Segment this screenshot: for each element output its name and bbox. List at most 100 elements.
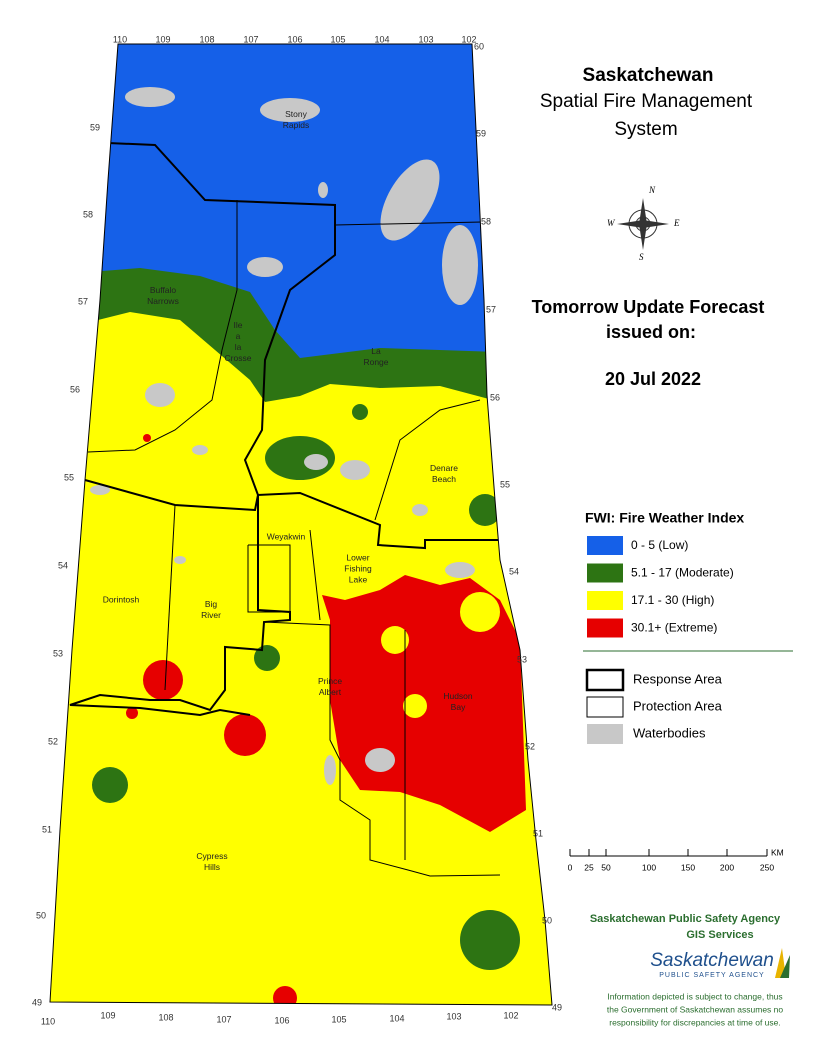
legend-label: 5.1 - 17 (Moderate) (631, 566, 734, 580)
latitude-label: 59 (90, 122, 100, 132)
scale-label: 50 (601, 862, 611, 872)
place-label: Prince (318, 676, 342, 686)
agency-unit: GIS Services (686, 929, 753, 941)
place-label: Denare (430, 463, 458, 473)
longitude-label: 107 (243, 34, 258, 44)
place-label: Beach (432, 474, 456, 484)
latitude-label: 49 (552, 1002, 562, 1012)
longitude-label: 109 (100, 1010, 115, 1020)
legend-label: Protection Area (633, 698, 723, 713)
longitude-label: 108 (199, 34, 214, 44)
place-label: a (236, 331, 241, 341)
longitude-label: 109 (155, 34, 170, 44)
legend-label: 17.1 - 30 (High) (631, 593, 714, 607)
forecast-heading: Tomorrow Update Forecast (532, 297, 765, 317)
logo-text: Saskatchewan (650, 950, 774, 971)
latitude-label: 56 (490, 392, 500, 402)
place-label: la (235, 342, 242, 352)
place-label: Lake (349, 574, 368, 584)
latitude-label: 60 (474, 41, 484, 51)
place-label: River (201, 610, 221, 620)
logo: Saskatchewan PUBLIC SAFETY AGENCY (650, 948, 790, 979)
scale-label: 25 (584, 862, 594, 872)
disclaimer-line: responsibility for discrepancies at time… (609, 1017, 781, 1027)
latitude-label: 51 (533, 828, 543, 838)
scale-label: 250 (760, 862, 774, 872)
place-label: Ile (234, 320, 243, 330)
place-label: Big (205, 599, 218, 609)
longitude-label: 106 (287, 34, 302, 44)
legend-label: 30.1+ (Extreme) (631, 621, 717, 635)
compass: N E S W (607, 185, 680, 262)
longitude-label: 104 (374, 34, 389, 44)
disclaimer-line: the Government of Saskatchewan assumes n… (607, 1004, 784, 1014)
title-line: Spatial Fire Management (540, 91, 753, 112)
longitude-label: 105 (330, 34, 345, 44)
legend-label: Waterbodies (633, 725, 706, 740)
longitude-label: 102 (461, 34, 476, 44)
area-legend: Response Area Protection Area Waterbodie… (585, 668, 723, 744)
place-label: Fishing (344, 563, 372, 573)
place-label: Narrows (147, 296, 179, 306)
province-border (49, 43, 553, 1006)
longitude-label: 107 (216, 1014, 231, 1024)
latitude-label: 53 (53, 648, 63, 658)
graticule-labels: 110 109 108 107 106 105 104 103 102 110 109 108 107 1… (32, 34, 562, 1026)
legend-label: 0 - 5 (Low) (631, 538, 688, 552)
agency: Saskatchewan Public Safety Agency GIS Se… (590, 913, 781, 941)
longitude-label: 110 (41, 1016, 55, 1026)
legend-swatch (587, 591, 623, 610)
place-label: Stony (285, 109, 307, 119)
longitude-label: 103 (418, 34, 433, 44)
longitude-label: 108 (158, 1012, 173, 1022)
compass-e: E (673, 218, 680, 228)
latitude-label: 58 (83, 209, 93, 219)
legend-swatch (587, 618, 623, 638)
forecast-heading: issued on: (606, 322, 696, 342)
place-label: Hills (204, 862, 220, 872)
latitude-label: 50 (542, 915, 552, 925)
latitude-label: 49 (32, 997, 42, 1007)
latitude-label: 57 (78, 296, 88, 306)
legend-label: Response Area (633, 671, 723, 686)
longitude-label: 104 (389, 1013, 404, 1023)
fire-map (50, 44, 552, 1005)
legend-swatch (587, 536, 623, 555)
longitude-label: 105 (331, 1014, 346, 1024)
place-label: Lower (346, 552, 369, 562)
scale-label: 150 (681, 862, 695, 872)
place-label: Dorintosh (103, 594, 140, 604)
place-label: La (371, 346, 381, 356)
longitude-label: 110 (113, 34, 127, 44)
longitude-label: 103 (446, 1011, 461, 1021)
compass-w: W (607, 218, 616, 228)
place-label: Cypress (196, 851, 227, 861)
place-label: Weyakwin (267, 531, 306, 541)
disclaimer-line: Information depicted is subject to chang… (607, 991, 782, 1001)
scale-unit: KM (771, 847, 784, 857)
place-label: Buffalo (150, 285, 177, 295)
place-label: Rapids (283, 120, 309, 130)
compass-s: S (639, 252, 644, 262)
latitude-label: 57 (486, 304, 496, 314)
latitude-label: 53 (517, 654, 527, 664)
place-label: Ronge (363, 357, 388, 367)
place-label: Albert (319, 687, 342, 697)
agency-name: Saskatchewan Public Safety Agency (590, 913, 781, 925)
scale-bar: 0 25 50 100 150 200 250 KM (568, 847, 784, 872)
latitude-label: 51 (42, 824, 52, 834)
longitude-label: 106 (274, 1015, 289, 1025)
latitude-label: 56 (70, 384, 80, 394)
forecast: Tomorrow Update Forecast issued on: 20 J… (532, 297, 765, 389)
latitude-label: 52 (48, 736, 58, 746)
scale-label: 200 (720, 862, 734, 872)
latitude-label: 54 (58, 560, 68, 570)
latitude-label: 54 (509, 566, 519, 576)
legend-title: FWI: Fire Weather Index (585, 510, 744, 526)
longitude-label: 102 (503, 1010, 518, 1020)
latitude-label: 55 (500, 479, 510, 489)
latitude-label: 50 (36, 910, 46, 920)
title-line: Saskatchewan (583, 65, 714, 86)
latitude-label: 55 (64, 472, 74, 482)
